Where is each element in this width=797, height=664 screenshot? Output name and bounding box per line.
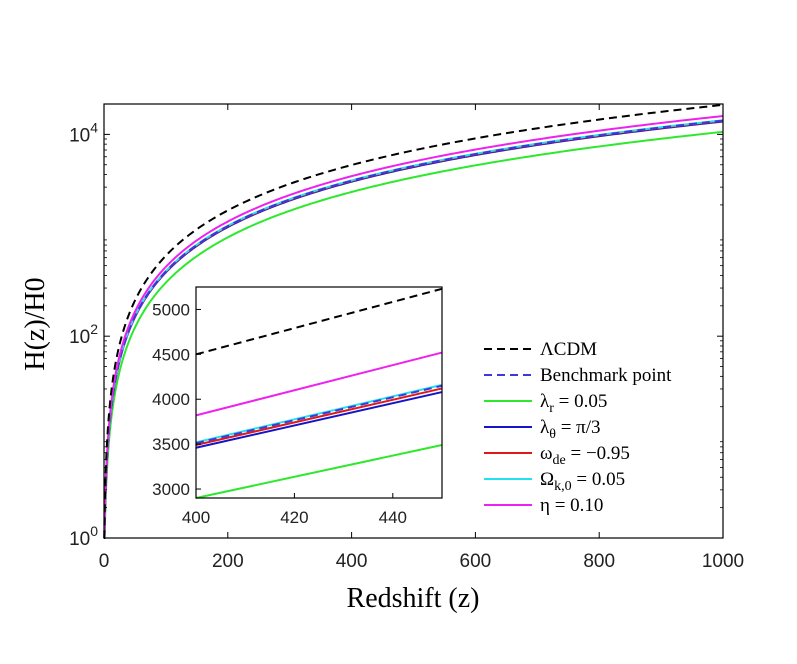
main-line-lambda-r: [103, 130, 724, 539]
inset-x-tick-label: 400: [182, 508, 210, 527]
inset-y-tick-label: 4500: [152, 345, 190, 364]
main-line-eta: [103, 115, 724, 539]
x-tick-label: 1000: [702, 551, 744, 572]
inset-line-lambda-theta: [195, 391, 443, 449]
inset-x-tick-label: 420: [280, 508, 308, 527]
inset-curves: [195, 287, 443, 499]
legend-label-lcdm: ΛCDM: [540, 339, 597, 360]
x-tick-label: 600: [460, 551, 492, 572]
legend-label-benchmark-point: Benchmark point: [540, 365, 672, 386]
inset-plot-frame: [195, 286, 443, 499]
inset-line-lambda-r: [195, 444, 443, 499]
inset-ticks: 400 420 440 3000 3500 4000 4500 5000: [152, 300, 407, 527]
legend-label-omega-de: ωde = −0.95: [540, 443, 630, 468]
inset-line-lcdm: [195, 287, 443, 356]
x-tick-label: 800: [583, 551, 615, 572]
inset-line-benchmark-point: [195, 384, 443, 445]
main-curves: [103, 103, 724, 539]
y-tick-label: 102: [69, 321, 98, 348]
inset-y-tick-label: 5000: [152, 300, 190, 319]
inset-plot-area: [196, 287, 442, 498]
legend-label-lambda-theta: λθ = π/3: [540, 417, 601, 442]
x-tick-label: 0: [99, 551, 110, 572]
inset-y-tick-label: 3000: [152, 480, 190, 499]
y-tick-label: 104: [69, 119, 98, 146]
main-ticks: 0 200 400 600 800 1000 100 102 104: [69, 103, 744, 572]
main-line-lcdm: [103, 103, 724, 539]
x-axis-label: Redshift (z): [347, 583, 480, 614]
legend-label-omega-k0: Ωk,0 = 0.05: [540, 469, 625, 494]
inset-x-tick-label: 440: [379, 508, 407, 527]
y-tick-label: 100: [69, 523, 98, 550]
y-axis-label: H(z)/H0: [20, 277, 51, 370]
inset-y-tick-label: 4000: [152, 390, 190, 409]
main-line-benchmark-point: [103, 119, 724, 539]
inset-y-tick-label: 3500: [152, 435, 190, 454]
x-tick-label: 200: [212, 551, 244, 572]
legend-label-eta: η = 0.10: [540, 495, 603, 516]
inset-line-omega-de: [195, 387, 443, 447]
legend-label-lambda-r: λr = 0.05: [540, 391, 607, 416]
main-plot-frame: [103, 103, 724, 539]
inset-line-eta: [195, 351, 443, 417]
x-tick-label: 400: [336, 551, 368, 572]
